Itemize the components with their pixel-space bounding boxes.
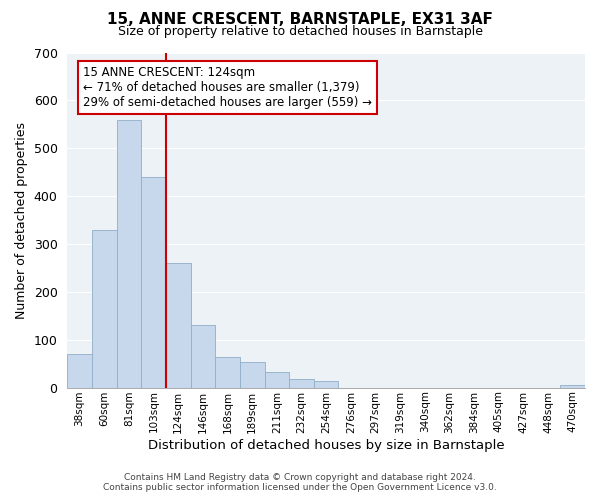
Bar <box>166 263 191 388</box>
X-axis label: Distribution of detached houses by size in Barnstaple: Distribution of detached houses by size … <box>148 440 505 452</box>
Text: Contains HM Land Registry data © Crown copyright and database right 2024.
Contai: Contains HM Land Registry data © Crown c… <box>103 473 497 492</box>
Bar <box>92 230 116 388</box>
Y-axis label: Number of detached properties: Number of detached properties <box>15 122 28 318</box>
Text: Size of property relative to detached houses in Barnstaple: Size of property relative to detached ho… <box>118 25 482 38</box>
Text: 15, ANNE CRESCENT, BARNSTAPLE, EX31 3AF: 15, ANNE CRESCENT, BARNSTAPLE, EX31 3AF <box>107 12 493 28</box>
Text: 15 ANNE CRESCENT: 124sqm
← 71% of detached houses are smaller (1,379)
29% of sem: 15 ANNE CRESCENT: 124sqm ← 71% of detach… <box>83 66 372 109</box>
Bar <box>289 379 314 388</box>
Bar <box>265 372 289 388</box>
Bar <box>560 386 585 388</box>
Bar <box>116 120 141 388</box>
Bar <box>141 177 166 388</box>
Bar <box>191 326 215 388</box>
Bar <box>314 381 338 388</box>
Bar <box>240 362 265 388</box>
Bar <box>67 354 92 388</box>
Bar <box>215 356 240 388</box>
